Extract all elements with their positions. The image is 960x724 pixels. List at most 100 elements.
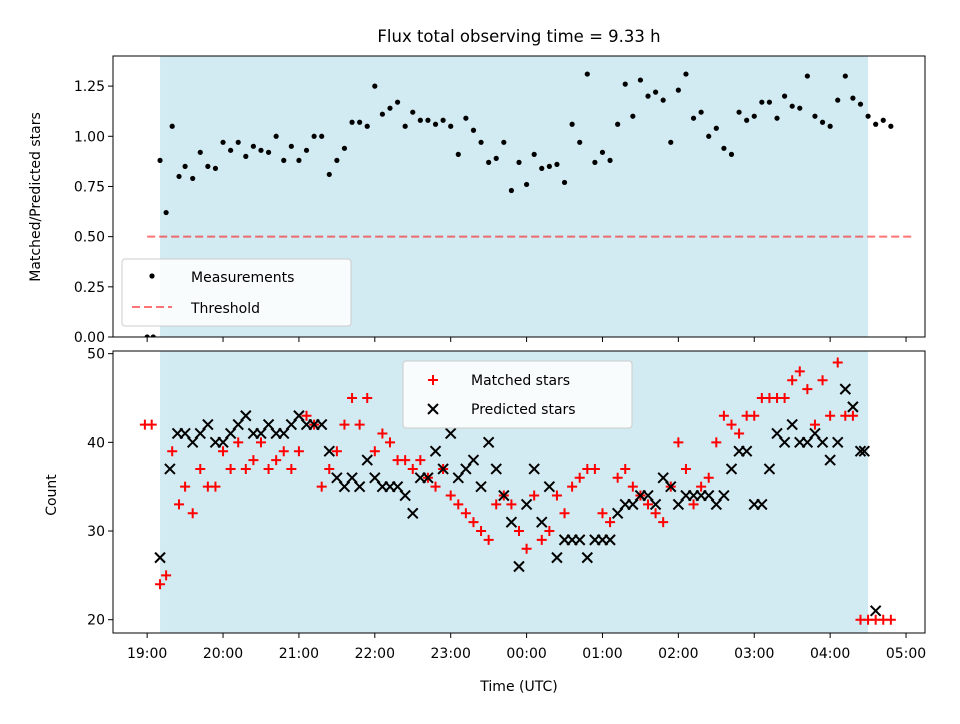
matched-star-point: [339, 419, 350, 430]
matched-star-point: [187, 508, 198, 519]
measurement-point: [341, 145, 348, 151]
matched-star-point: [597, 508, 608, 519]
matched-star-point: [779, 393, 790, 403]
measurement-point: [394, 99, 401, 105]
matched-star-point: [316, 481, 327, 492]
measurement-point: [774, 115, 780, 121]
predicted-star-point: [763, 463, 776, 475]
measurement-point: [182, 163, 188, 169]
measurement-point: [850, 95, 856, 101]
measurement-point: [311, 133, 317, 139]
legend-threshold-label: Threshold: [190, 301, 260, 317]
measurement-point: [205, 163, 211, 169]
x-tick-label: 19:00: [127, 646, 167, 662]
matched-star-point: [460, 508, 471, 519]
matched-star-point: [377, 428, 388, 439]
measurement-point: [150, 334, 156, 337]
matched-star-point: [825, 410, 836, 421]
predicted-star-point: [725, 463, 738, 475]
legend-predicted-label: Predicted stars: [471, 402, 576, 418]
measurement-point: [789, 103, 795, 109]
matched-star-point: [453, 499, 464, 510]
matched-star-point: [847, 410, 858, 421]
matched-star-point: [384, 437, 395, 448]
measurement-point: [417, 117, 423, 123]
matched-star-point: [324, 463, 335, 474]
predicted-star-point: [482, 436, 495, 449]
matched-star-point: [718, 410, 729, 421]
matched-star-point: [278, 446, 289, 457]
predicted-star-point: [353, 480, 366, 493]
measurement-point: [577, 139, 583, 145]
y-tick-label: 20: [87, 613, 105, 629]
matched-star-point: [301, 410, 312, 421]
measurement-point: [243, 153, 249, 159]
matched-star-point: [787, 375, 798, 386]
predicted-star-point: [718, 489, 730, 502]
measurement-point: [546, 163, 552, 169]
predicted-star-point: [154, 551, 166, 564]
measurement-point: [432, 121, 439, 127]
axes-frame: [112, 55, 926, 338]
predicted-star-point: [756, 498, 768, 511]
predicted-star-point: [604, 534, 616, 546]
matched-star-point: [521, 543, 532, 554]
matched-star-point: [567, 481, 578, 492]
measurement-point: [812, 113, 818, 119]
matched-star-point: [180, 481, 191, 492]
measurement-point: [584, 71, 590, 77]
measurement-point: [531, 151, 537, 157]
measurement-point: [228, 147, 234, 153]
predicted-star-point: [399, 489, 411, 502]
measurement-point: [501, 139, 507, 145]
matched-star-point: [680, 463, 691, 474]
matched-star-point: [673, 437, 684, 448]
measurement-point: [888, 123, 894, 129]
top-panel: 0.00 0.25 0.50 0.75 1.00 1.25 Measurements Thre…: [74, 55, 926, 346]
predicted-star-point: [574, 534, 586, 546]
measurement-point: [516, 159, 522, 165]
legend-box: [402, 360, 633, 429]
top-y-axis-label: Matched/Predicted stars: [28, 112, 44, 282]
measurement-point: [637, 77, 644, 83]
measurement-point: [599, 149, 606, 155]
matched-star-point: [233, 437, 244, 448]
matched-star-point: [794, 366, 805, 377]
measurement-point: [357, 119, 363, 125]
bottom-panel: 20 30 40 50 19:00 20:00 21:00 22:00 23:00 00:00 01…: [87, 347, 926, 662]
x-tick-label: 02:00: [658, 646, 698, 662]
matched-star-point: [255, 437, 266, 448]
matched-star-point: [161, 570, 172, 581]
measurement-point: [463, 115, 469, 121]
measurement-point: [176, 173, 182, 180]
matched-star-point: [476, 526, 487, 537]
predicted-star-point: [520, 498, 533, 511]
measurement-point: [698, 109, 704, 115]
predicted-star-point: [164, 463, 176, 475]
measurement-point: [607, 157, 613, 163]
matched-star-point: [271, 455, 282, 466]
measurement-point: [797, 105, 803, 111]
matched-star-point: [627, 481, 638, 492]
measurement-point: [349, 119, 355, 125]
measurement-point: [212, 165, 219, 171]
y-tick-label: 30: [87, 524, 105, 540]
predicted-star-point: [740, 445, 753, 457]
predicted-star-point: [551, 551, 563, 564]
measurement-point: [402, 123, 408, 129]
measurement-point: [622, 81, 628, 87]
matched-star-point: [369, 446, 380, 457]
predicted-star-point: [202, 418, 214, 431]
predicted-star-point: [528, 463, 540, 475]
matched-star-point: [696, 481, 707, 492]
x-tick-label: 05:00: [886, 646, 926, 662]
predicted-star-point: [847, 401, 859, 413]
matched-star-point: [817, 375, 828, 386]
predicted-star-point: [786, 418, 798, 431]
predicted-star-point: [422, 472, 434, 484]
measurement-point: [736, 109, 742, 115]
matched-star-point: [544, 526, 555, 537]
y-tick-label: 50: [87, 347, 105, 363]
y-tick-label: 40: [87, 435, 105, 451]
